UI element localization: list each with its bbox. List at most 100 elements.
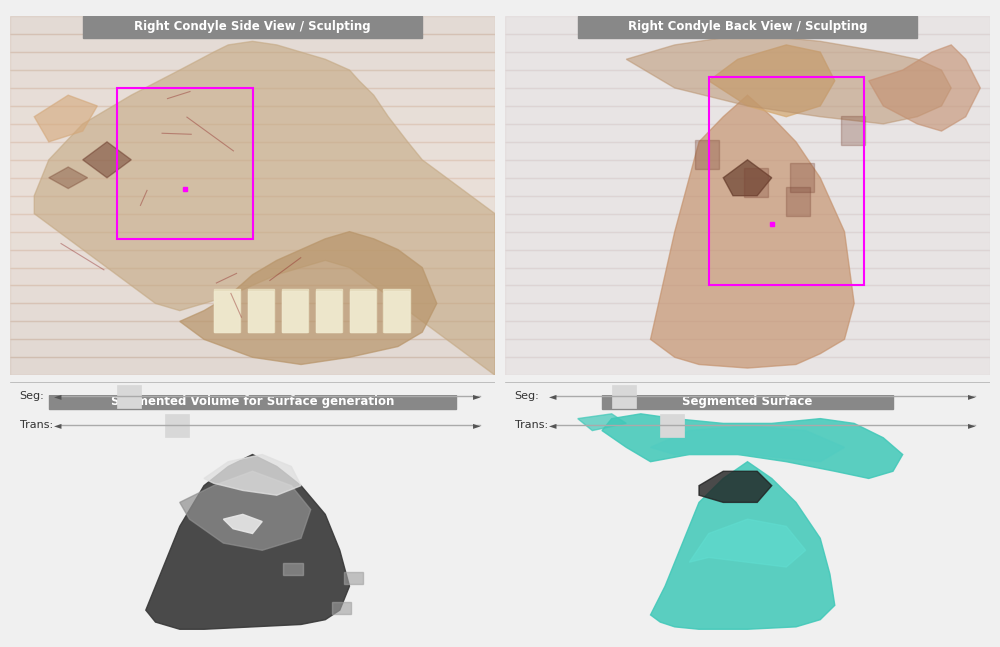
Text: Segmented Volume for Surface generation: Segmented Volume for Surface generation bbox=[111, 395, 394, 408]
Bar bbox=[505, 303, 990, 322]
Bar bbox=[505, 160, 990, 178]
Bar bbox=[282, 289, 308, 332]
Bar bbox=[602, 395, 893, 409]
Bar bbox=[10, 322, 495, 339]
Bar bbox=[316, 291, 341, 332]
Bar bbox=[505, 106, 990, 124]
Text: Segmented Surface: Segmented Surface bbox=[682, 395, 813, 408]
Text: ►: ► bbox=[968, 421, 975, 430]
Polygon shape bbox=[786, 188, 810, 216]
Bar bbox=[10, 124, 495, 142]
Text: Seg:: Seg: bbox=[20, 391, 44, 401]
Polygon shape bbox=[49, 167, 88, 188]
Polygon shape bbox=[283, 563, 303, 575]
Bar bbox=[350, 291, 375, 332]
Polygon shape bbox=[650, 426, 844, 462]
Bar bbox=[214, 291, 239, 332]
Bar bbox=[248, 291, 273, 332]
Bar bbox=[214, 289, 240, 332]
Bar bbox=[578, 16, 917, 38]
Bar bbox=[383, 289, 410, 332]
Bar bbox=[10, 285, 495, 303]
Bar bbox=[505, 52, 990, 70]
Bar bbox=[505, 357, 990, 375]
Text: Right Condyle Side View / Sculpting: Right Condyle Side View / Sculpting bbox=[134, 21, 371, 34]
Polygon shape bbox=[204, 454, 301, 495]
Polygon shape bbox=[744, 168, 768, 197]
Bar bbox=[709, 77, 864, 285]
Bar bbox=[10, 250, 495, 268]
Polygon shape bbox=[723, 160, 772, 195]
Bar bbox=[10, 214, 495, 232]
Polygon shape bbox=[180, 232, 437, 364]
Bar bbox=[505, 178, 990, 195]
Bar bbox=[505, 322, 990, 339]
Bar bbox=[505, 16, 990, 34]
Polygon shape bbox=[626, 34, 951, 124]
Bar bbox=[10, 88, 495, 106]
Polygon shape bbox=[699, 471, 772, 502]
Bar bbox=[117, 384, 141, 408]
Polygon shape bbox=[650, 462, 835, 630]
Bar bbox=[316, 289, 342, 332]
Bar bbox=[10, 357, 495, 375]
Bar bbox=[49, 395, 456, 409]
Bar bbox=[505, 124, 990, 142]
Text: Right Condyle Back View / Sculpting: Right Condyle Back View / Sculpting bbox=[628, 21, 867, 34]
Polygon shape bbox=[223, 514, 262, 534]
Bar bbox=[10, 16, 495, 34]
Text: Trans:: Trans: bbox=[515, 421, 548, 430]
Bar bbox=[505, 268, 990, 285]
Bar bbox=[505, 195, 990, 214]
Text: ◄: ◄ bbox=[549, 421, 556, 430]
Bar bbox=[10, 34, 495, 52]
Bar bbox=[384, 291, 409, 332]
Bar bbox=[505, 232, 990, 250]
Bar bbox=[505, 339, 990, 357]
Polygon shape bbox=[709, 45, 835, 116]
Text: Trans:: Trans: bbox=[20, 421, 53, 430]
Bar bbox=[505, 250, 990, 268]
Bar bbox=[505, 214, 990, 232]
Bar bbox=[10, 178, 495, 195]
Text: Seg:: Seg: bbox=[515, 391, 539, 401]
Bar bbox=[10, 70, 495, 88]
Bar bbox=[117, 88, 252, 239]
Bar bbox=[505, 88, 990, 106]
Polygon shape bbox=[578, 414, 626, 431]
Bar bbox=[505, 142, 990, 160]
Bar bbox=[282, 291, 307, 332]
Bar bbox=[10, 195, 495, 214]
Polygon shape bbox=[34, 41, 495, 375]
Text: ►: ► bbox=[473, 391, 480, 401]
Polygon shape bbox=[34, 95, 97, 142]
Bar bbox=[612, 384, 636, 408]
Polygon shape bbox=[695, 140, 719, 169]
Polygon shape bbox=[689, 519, 806, 567]
Polygon shape bbox=[650, 95, 854, 368]
Bar bbox=[10, 268, 495, 285]
Bar bbox=[10, 339, 495, 357]
Text: ◄: ◄ bbox=[54, 421, 61, 430]
Polygon shape bbox=[83, 142, 131, 178]
Bar bbox=[248, 289, 274, 332]
Bar bbox=[83, 16, 422, 38]
Polygon shape bbox=[146, 454, 350, 630]
Polygon shape bbox=[790, 163, 814, 192]
Text: ►: ► bbox=[968, 391, 975, 401]
Bar bbox=[505, 70, 990, 88]
Polygon shape bbox=[602, 414, 903, 479]
Bar bbox=[505, 285, 990, 303]
Polygon shape bbox=[869, 45, 980, 131]
Polygon shape bbox=[841, 116, 865, 144]
Text: ◄: ◄ bbox=[54, 391, 61, 401]
Bar bbox=[10, 160, 495, 178]
Bar bbox=[350, 289, 376, 332]
Bar bbox=[10, 232, 495, 250]
Bar bbox=[10, 142, 495, 160]
Bar bbox=[165, 414, 189, 437]
Bar bbox=[10, 106, 495, 124]
Bar bbox=[660, 414, 684, 437]
Polygon shape bbox=[344, 572, 363, 584]
Polygon shape bbox=[180, 471, 311, 550]
